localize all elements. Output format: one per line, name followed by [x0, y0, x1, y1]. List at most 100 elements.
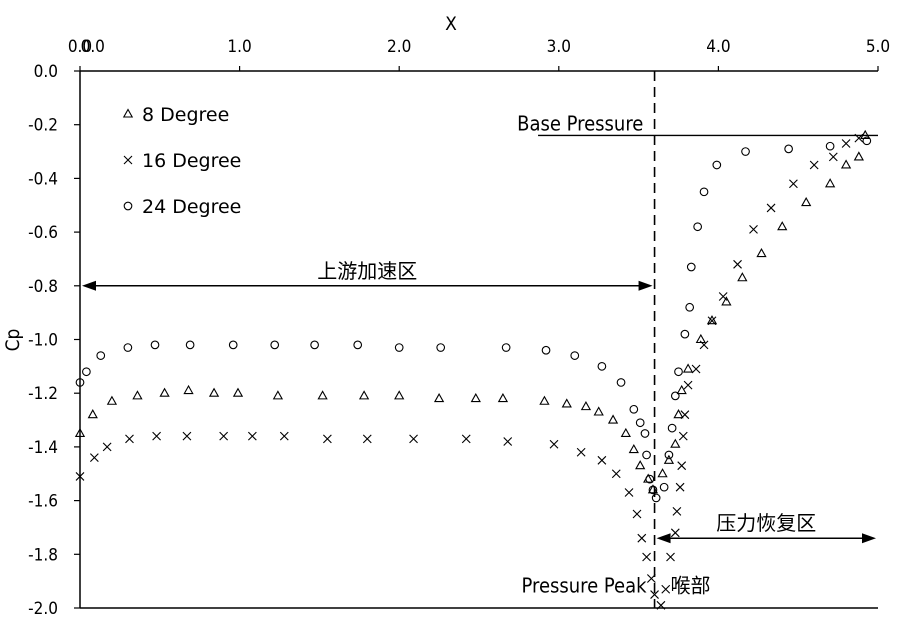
- data-point: [570, 351, 580, 360]
- data-point: [706, 315, 718, 325]
- x-tick-label: 0.0: [81, 37, 105, 57]
- data-point: [629, 404, 639, 414]
- data-point: [394, 390, 405, 400]
- data-marks: [74, 129, 872, 610]
- data-point: [707, 316, 717, 326]
- data-point: [680, 329, 690, 339]
- y-tick-label: -1.8: [28, 545, 58, 565]
- data-point: [828, 152, 838, 162]
- data-point: [737, 272, 748, 282]
- legend-marker: [123, 201, 133, 211]
- legend-item: 16 Degree: [123, 150, 241, 172]
- data-point: [661, 584, 671, 594]
- y-tick-label: -0.6: [28, 223, 58, 243]
- data-point: [123, 343, 133, 352]
- x-tick-label: 3.0: [547, 37, 571, 57]
- data-point: [677, 461, 687, 471]
- data-point: [666, 552, 675, 562]
- data-point: [470, 392, 481, 403]
- legend-label: 24 Degree: [142, 196, 241, 218]
- data-point: [183, 384, 194, 395]
- region-double-arrow: 压力恢复区: [656, 511, 876, 544]
- data-point: [635, 418, 645, 428]
- data-point: [657, 468, 668, 478]
- data-point: [102, 442, 112, 452]
- data-point: [185, 340, 195, 350]
- data-point: [125, 434, 134, 444]
- x-tick-label: 0.0: [68, 37, 92, 57]
- data-point: [693, 222, 703, 232]
- data-point: [322, 434, 332, 444]
- data-point: [686, 262, 696, 272]
- data-point: [733, 259, 742, 269]
- data-point: [695, 333, 706, 344]
- data-point: [461, 434, 471, 444]
- x-tick-label: 2.0: [387, 37, 411, 57]
- data-point: [228, 340, 238, 350]
- y-tick-label: -0.2: [28, 116, 58, 136]
- data-point: [106, 395, 118, 405]
- data-point: [664, 450, 674, 460]
- x-tick-label: 5.0: [866, 37, 890, 57]
- y-tick-label: -1.6: [28, 492, 58, 512]
- data-point: [853, 151, 864, 161]
- data-point: [648, 485, 658, 495]
- data-point: [675, 482, 685, 492]
- legend-item: 24 Degree: [123, 196, 241, 218]
- data-point: [825, 141, 835, 151]
- legend: 8 Degree 16 Degree 24 Degree: [122, 104, 241, 218]
- data-point: [680, 410, 690, 420]
- data-point: [670, 391, 680, 401]
- data-point: [232, 387, 244, 397]
- data-point: [685, 302, 695, 312]
- data-point: [150, 340, 160, 350]
- data-point: [409, 434, 418, 444]
- series-circle: [75, 136, 872, 503]
- data-point: [676, 384, 687, 395]
- data-point: [789, 179, 798, 189]
- x-tick-label: 4.0: [706, 37, 730, 57]
- data-point: [436, 343, 446, 352]
- data-point: [620, 427, 631, 438]
- y-tick-label: -2.0: [28, 599, 58, 619]
- data-point: [642, 552, 651, 562]
- data-point: [433, 392, 445, 403]
- data-point: [219, 431, 229, 441]
- data-point: [272, 390, 284, 400]
- data-point: [624, 488, 634, 497]
- data-point: [132, 390, 143, 400]
- data-point: [182, 431, 192, 441]
- annotation-label: Pressure Peak: [522, 574, 648, 598]
- data-point: [640, 429, 650, 438]
- data-point: [597, 455, 607, 465]
- data-point: [611, 469, 621, 479]
- data-point: [809, 160, 819, 170]
- data-point: [501, 343, 511, 352]
- data-point: [87, 409, 98, 419]
- y-tick-label: -1.4: [28, 438, 58, 458]
- data-point: [801, 196, 812, 207]
- data-point: [82, 367, 91, 377]
- data-point: [647, 484, 659, 494]
- data-point: [650, 590, 659, 599]
- x-axis-title: X: [445, 13, 457, 35]
- annotation-label: 喉部: [671, 574, 711, 598]
- data-point: [632, 509, 642, 519]
- data-point: [358, 390, 370, 400]
- data-point: [89, 453, 99, 463]
- data-point: [646, 574, 656, 583]
- data-point: [628, 443, 639, 454]
- data-point: [718, 292, 728, 301]
- y-axis-title: Cp: [2, 329, 24, 352]
- data-point: [645, 474, 655, 484]
- data-point: [721, 296, 732, 306]
- legend-item: 8 Degree: [122, 104, 229, 126]
- data-point: [678, 431, 688, 441]
- legend-label: 16 Degree: [142, 150, 241, 172]
- data-point: [597, 362, 607, 371]
- data-point: [670, 438, 681, 448]
- axes: 0.0 1.0 2.0 3.0 4.0 5.00.00.0-0.2-0.4-0.6-0.8…: [2, 13, 890, 619]
- data-point: [561, 398, 572, 408]
